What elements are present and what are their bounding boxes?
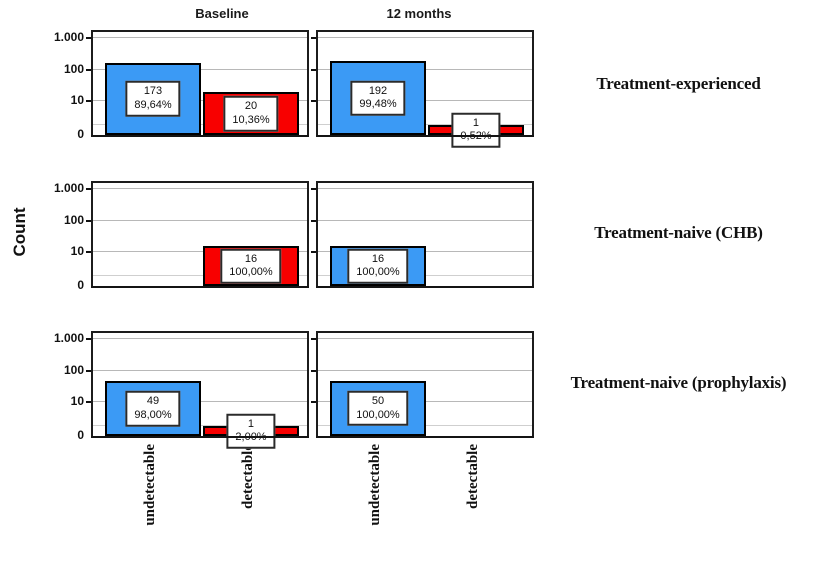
bar-count: 49	[146, 394, 160, 407]
bar-value-label: 20 10,36%	[223, 95, 279, 132]
bar-value-label: 49 98,00%	[125, 390, 181, 427]
bar-count: 50	[371, 394, 385, 407]
x-tick-label-undetectable: undetectable	[367, 444, 383, 526]
y-tick-mark	[86, 100, 91, 103]
y-tick-label: 0	[77, 428, 84, 442]
y-tick-mark	[86, 338, 91, 340]
y-tick-label: 100	[63, 213, 84, 228]
gridline-1.000	[318, 338, 532, 339]
bar-percent: 100,00%	[229, 266, 273, 279]
panel-treatment-naive-chb--baseline: 16 100,00%	[86, 181, 309, 288]
bar-count: 16	[244, 252, 258, 265]
x-axis-line	[91, 436, 309, 438]
bar-count: 1	[247, 417, 255, 430]
col-header-12-months: 12 months	[386, 6, 452, 21]
bar-count: 16	[371, 252, 385, 265]
y-tick-label: 10	[70, 244, 84, 259]
y-tick-mark	[311, 251, 316, 254]
gridline-1.000	[93, 338, 307, 339]
x-tick-label-detectable: detectable	[465, 444, 481, 509]
row-label-treatment-naive-prophylaxis: Treatment-naive (prophylaxis)	[570, 373, 787, 392]
bar-percent: 89,64%	[134, 98, 172, 111]
y-tick-label: 1.000	[53, 30, 84, 44]
bar-value-label: 173 89,64%	[125, 81, 181, 117]
y-tick-mark	[311, 338, 316, 340]
y-tick-label: 1.000	[53, 331, 84, 345]
x-axis-line	[91, 135, 309, 137]
row-label-treatment-naive-chb: Treatment-naive (CHB)	[594, 223, 763, 242]
panel-treatment-naive-prophylaxis--12-months: 50 100,00%	[311, 331, 534, 438]
bar-count: 192	[368, 84, 388, 97]
y-tick-mark	[86, 69, 91, 72]
bar-value-label: 16 100,00%	[220, 248, 282, 284]
bar-percent: 99,48%	[359, 98, 397, 111]
y-tick-label: 1.000	[53, 181, 84, 195]
x-axis-line	[316, 286, 534, 288]
y-tick-mark	[311, 401, 316, 404]
gridline-100	[93, 370, 307, 372]
gridline-1.000	[318, 37, 532, 38]
y-tick-mark	[311, 188, 316, 190]
panel-treatment-naive-chb--12-months: 16 100,00%	[311, 181, 534, 288]
bar-percent: 0,52%	[460, 130, 491, 144]
bar-percent: 100,00%	[356, 408, 400, 421]
gridline-10	[93, 251, 307, 253]
y-tick-label: 10	[70, 93, 84, 108]
gridline-minor	[93, 275, 307, 277]
y-tick-label: 100	[63, 62, 84, 77]
y-tick-mark	[311, 37, 316, 39]
gridline-100	[318, 220, 532, 222]
gridline-1.000	[93, 188, 307, 189]
y-tick-label: 0	[77, 278, 84, 292]
y-tick-mark	[86, 37, 91, 39]
y-tick-label: 100	[63, 363, 84, 378]
y-tick-mark	[86, 251, 91, 254]
gridline-100	[93, 220, 307, 222]
bar-percent: 2,00%	[235, 431, 266, 445]
bar-value-label: 12,00%	[226, 413, 276, 449]
x-tick-label-detectable: detectable	[240, 444, 256, 509]
bar-undetectable	[330, 380, 426, 436]
bar-count: 1	[472, 116, 480, 129]
x-axis-line	[316, 436, 534, 438]
y-tick-mark	[86, 370, 91, 373]
y-tick-mark	[311, 220, 316, 223]
y-tick-label: 10	[70, 394, 84, 409]
col-header-baseline: Baseline	[195, 6, 249, 21]
y-tick-mark	[311, 69, 316, 72]
y-tick-mark	[311, 100, 316, 103]
bar-percent: 98,00%	[134, 408, 172, 421]
y-tick-mark	[311, 370, 316, 373]
gridline-1.000	[318, 188, 532, 189]
bar-value-label: 192 99,48%	[350, 80, 406, 116]
bar-value-label: 16 100,00%	[347, 248, 409, 284]
y-tick-label: 0	[77, 127, 84, 141]
bar-percent: 100,00%	[356, 266, 400, 279]
bar-count: 20	[244, 99, 258, 112]
bar-value-label: 10,52%	[451, 112, 501, 148]
panel-treatment-experienced-baseline: 173 89,64% 20 10,36%	[86, 30, 309, 137]
x-axis-line	[316, 135, 534, 137]
bar-count: 173	[143, 85, 163, 98]
x-tick-label-undetectable: undetectable	[142, 444, 158, 526]
y-tick-mark	[86, 401, 91, 404]
gridline-1.000	[93, 37, 307, 38]
y-tick-mark	[86, 188, 91, 190]
bar-value-label: 50 100,00%	[347, 390, 409, 427]
x-axis-line	[91, 286, 309, 288]
y-tick-mark	[86, 220, 91, 223]
row-label-treatment-experienced: Treatment-experienced	[596, 74, 761, 93]
bar-percent: 10,36%	[232, 113, 270, 126]
gridline-100	[318, 370, 532, 372]
